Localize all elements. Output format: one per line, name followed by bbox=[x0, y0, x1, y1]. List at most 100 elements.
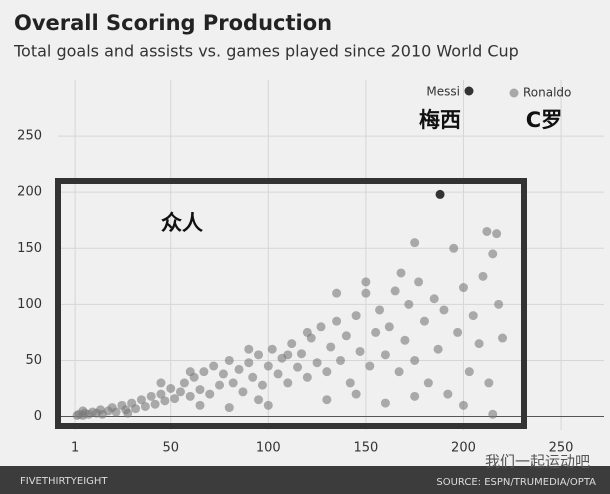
data-point bbox=[494, 299, 504, 309]
data-point bbox=[439, 305, 449, 315]
y-tick-label: 200 bbox=[17, 185, 42, 200]
data-point bbox=[400, 335, 410, 345]
data-point bbox=[404, 299, 414, 309]
data-point bbox=[458, 400, 468, 410]
data-point bbox=[341, 331, 351, 341]
data-point bbox=[351, 311, 361, 321]
data-point bbox=[283, 378, 293, 388]
data-point bbox=[384, 322, 394, 332]
data-point bbox=[419, 316, 429, 326]
data-point bbox=[111, 407, 121, 417]
y-tick-label: 100 bbox=[17, 297, 42, 312]
highlight-box bbox=[55, 178, 527, 429]
y-tick-label: 150 bbox=[17, 241, 42, 256]
data-point bbox=[414, 277, 424, 287]
data-point bbox=[449, 243, 459, 253]
data-point bbox=[248, 372, 258, 382]
data-point bbox=[166, 383, 176, 393]
data-point bbox=[468, 311, 478, 321]
data-point bbox=[322, 395, 332, 405]
data-point bbox=[199, 367, 209, 377]
data-point bbox=[257, 380, 267, 390]
data-point bbox=[302, 327, 312, 337]
data-point bbox=[140, 401, 150, 411]
legend-marker bbox=[509, 88, 519, 98]
y-tick-label: 50 bbox=[25, 353, 42, 368]
x-tick-label: 1 bbox=[71, 441, 79, 456]
data-point bbox=[238, 387, 248, 397]
y-tick-label: 0 bbox=[34, 409, 42, 424]
data-point bbox=[267, 344, 277, 354]
data-point bbox=[175, 387, 185, 397]
data-point bbox=[123, 408, 133, 418]
footer-bar bbox=[0, 466, 610, 494]
data-point bbox=[131, 404, 141, 414]
data-point bbox=[179, 378, 189, 388]
data-point bbox=[244, 344, 254, 354]
x-tick-label: 50 bbox=[162, 441, 179, 456]
data-point bbox=[136, 395, 146, 405]
data-point bbox=[234, 364, 244, 374]
data-point bbox=[484, 378, 494, 388]
data-point bbox=[458, 283, 468, 293]
data-point bbox=[205, 389, 215, 399]
data-point bbox=[244, 358, 254, 368]
chart-title: Overall Scoring Production bbox=[14, 11, 332, 35]
data-point bbox=[283, 350, 293, 360]
data-point bbox=[254, 350, 264, 360]
data-point bbox=[396, 268, 406, 278]
data-point bbox=[429, 294, 439, 304]
data-point bbox=[336, 355, 346, 365]
data-point bbox=[150, 399, 160, 409]
data-point bbox=[224, 355, 234, 365]
data-point bbox=[195, 385, 205, 395]
data-point bbox=[410, 391, 420, 401]
data-point bbox=[474, 339, 484, 349]
data-point bbox=[160, 396, 170, 406]
data-point bbox=[287, 339, 297, 349]
data-point bbox=[423, 378, 433, 388]
data-point bbox=[312, 358, 322, 368]
data-point bbox=[293, 362, 303, 372]
data-point bbox=[453, 327, 463, 337]
x-tick-label: 100 bbox=[256, 441, 281, 456]
footer-brand: FIVETHIRTYEIGHT bbox=[20, 476, 108, 487]
data-point bbox=[195, 400, 205, 410]
legend-label: Messi bbox=[426, 85, 460, 99]
legend-marker bbox=[464, 86, 474, 96]
x-tick-label: 150 bbox=[353, 441, 378, 456]
data-point bbox=[443, 389, 453, 399]
data-point bbox=[224, 403, 234, 413]
legend-label: Ronaldo bbox=[523, 86, 571, 100]
annotation: 众人 bbox=[161, 211, 203, 235]
data-point bbox=[410, 238, 420, 248]
annotation: 梅西 bbox=[419, 108, 461, 132]
data-point bbox=[355, 346, 365, 356]
data-point bbox=[498, 333, 508, 343]
data-point bbox=[185, 391, 195, 401]
data-point bbox=[326, 342, 336, 352]
data-point bbox=[332, 288, 342, 298]
data-point bbox=[209, 361, 219, 371]
data-point bbox=[78, 406, 88, 416]
data-point bbox=[302, 372, 312, 382]
data-point bbox=[332, 316, 342, 326]
data-point bbox=[345, 378, 355, 388]
y-tick-label: 250 bbox=[17, 129, 42, 144]
data-point bbox=[433, 344, 443, 354]
x-tick-label: 200 bbox=[451, 441, 476, 456]
data-point bbox=[488, 249, 498, 259]
data-point bbox=[361, 288, 371, 298]
data-point bbox=[185, 367, 195, 377]
data-point bbox=[380, 398, 390, 408]
data-point bbox=[254, 395, 264, 405]
watermark: 我们一起运动吧 bbox=[485, 453, 590, 471]
data-point bbox=[410, 355, 420, 365]
data-point bbox=[316, 322, 326, 332]
data-point bbox=[380, 350, 390, 360]
data-point bbox=[394, 367, 404, 377]
chart-subtitle: Total goals and assists vs. games played… bbox=[13, 42, 519, 61]
data-point bbox=[146, 391, 156, 401]
data-point bbox=[263, 361, 273, 371]
data-point bbox=[170, 394, 180, 404]
